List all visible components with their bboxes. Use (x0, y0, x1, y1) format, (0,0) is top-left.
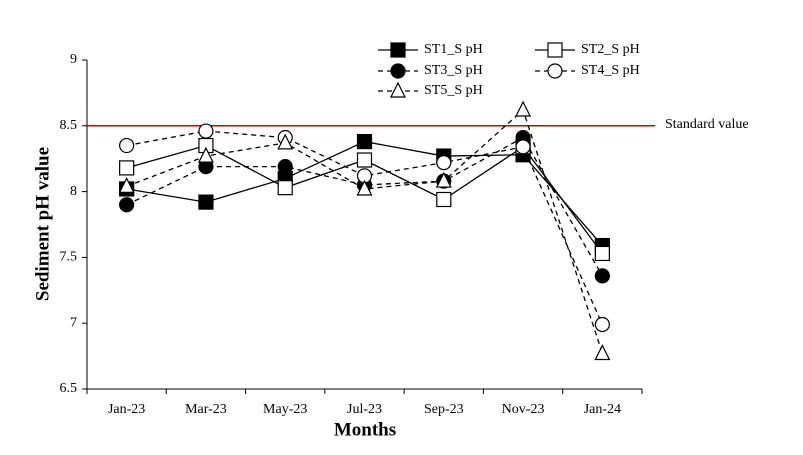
data-point (594, 245, 610, 262)
data-point (119, 137, 135, 154)
legend-marker (390, 42, 406, 58)
x-tick-label: Jan-23 (108, 402, 145, 417)
x-tick-label: May-23 (263, 402, 307, 417)
data-point (197, 146, 214, 163)
y-axis-title: Sediment pH value (32, 147, 53, 301)
data-point (436, 155, 452, 171)
legend-label: ST3_S pH (424, 63, 483, 78)
data-point (198, 194, 214, 210)
legend-label: ST5_S pH (424, 83, 483, 98)
legend-label: ST2_S pH (581, 42, 640, 57)
legend-marker (390, 63, 406, 79)
legend-marker (547, 63, 563, 79)
x-axis-title: Months (334, 419, 396, 440)
data-point (356, 133, 373, 150)
y-tick-label: 8.5 (60, 118, 78, 133)
data-point (515, 100, 532, 117)
data-point (198, 123, 214, 139)
data-point (277, 133, 294, 150)
data-point (436, 191, 452, 208)
data-point (118, 176, 135, 193)
y-tick-label: 8 (70, 184, 77, 199)
y-tick-label: 7 (70, 315, 77, 330)
legend-marker (547, 42, 563, 58)
x-tick-label: Sep-23 (424, 402, 464, 417)
data-point (119, 197, 135, 213)
x-tick-label: Jul-23 (347, 402, 382, 417)
legend-label: ST4_S pH (581, 63, 640, 78)
reference-label: Standard value (665, 117, 749, 132)
data-point (435, 171, 452, 188)
data-point (277, 180, 293, 196)
x-tick-label: Mar-23 (185, 402, 227, 417)
data-point (594, 268, 610, 284)
data-point (356, 152, 373, 168)
data-point (594, 344, 611, 361)
data-point (356, 179, 373, 196)
x-tick-label: Jan-24 (584, 402, 621, 417)
data-point (515, 139, 531, 155)
y-tick-label: 9 (70, 52, 77, 67)
legend-marker (390, 81, 406, 98)
data-point (119, 160, 135, 176)
x-tick-label: Nov-23 (502, 402, 545, 417)
y-tick-label: 6.5 (60, 381, 78, 396)
y-tick-label: 7.5 (60, 250, 78, 265)
data-point (594, 316, 610, 333)
legend-label: ST1_S pH (424, 42, 483, 57)
data-point (277, 158, 293, 175)
